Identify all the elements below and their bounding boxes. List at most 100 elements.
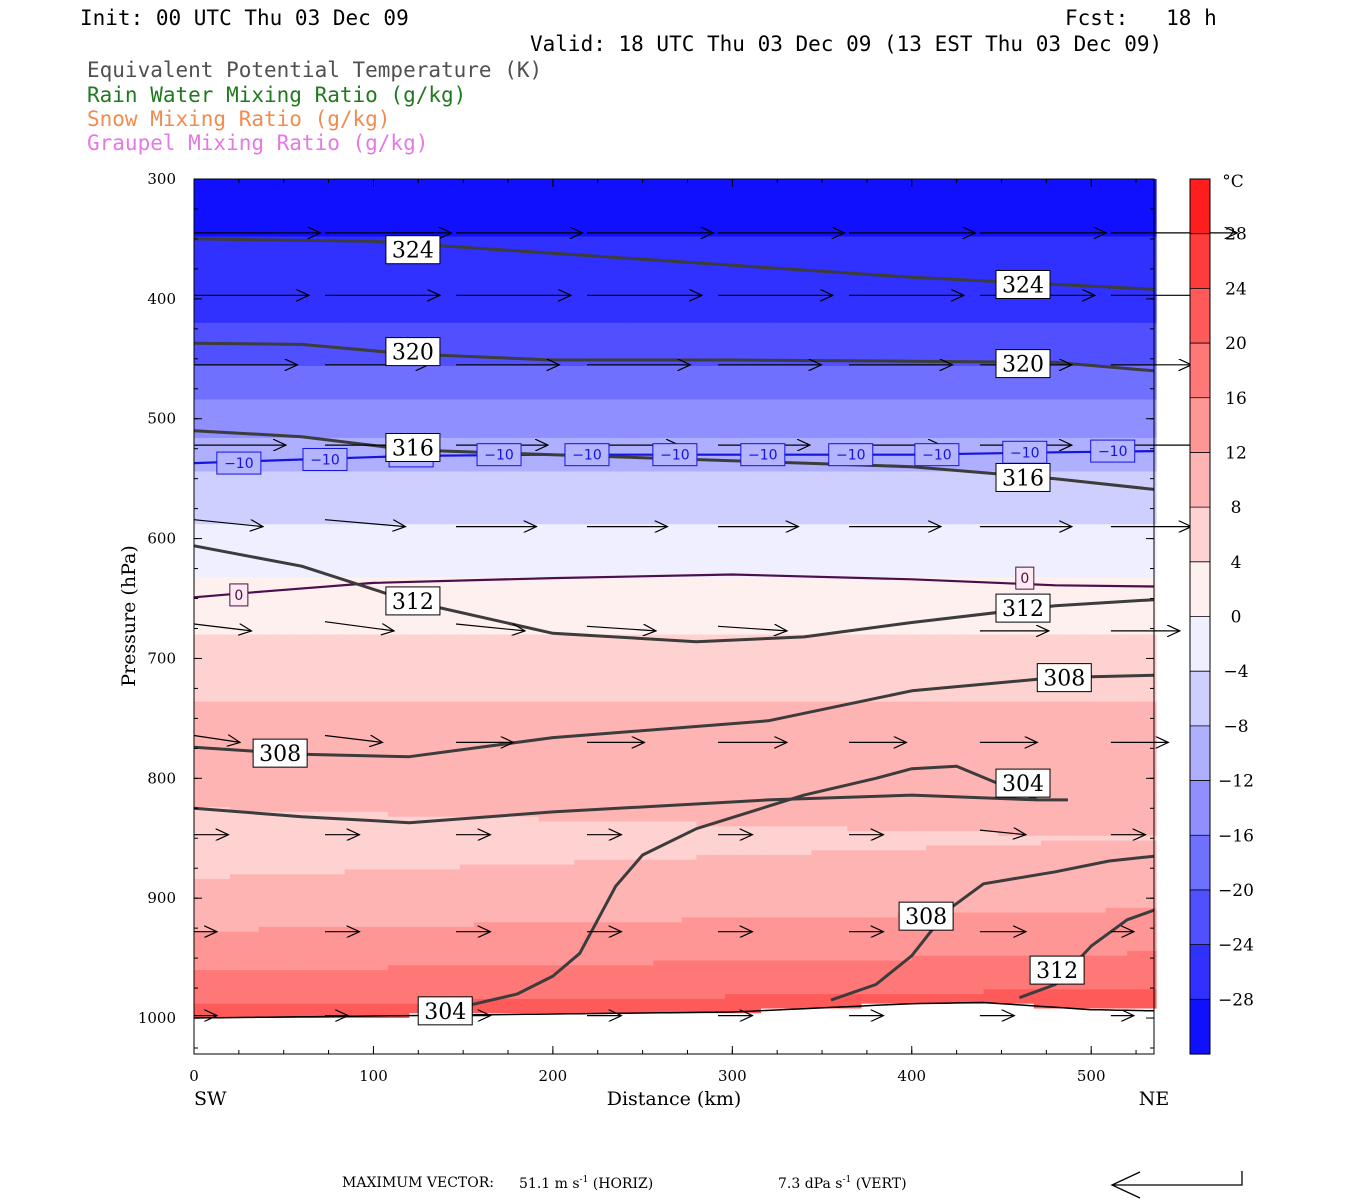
- shading-cell: [323, 611, 331, 617]
- shading-cell: [208, 409, 216, 415]
- shading-cell: [259, 932, 267, 938]
- shading-cell: [316, 884, 324, 890]
- shading-cell: [316, 577, 324, 583]
- shading-cell: [323, 198, 331, 204]
- shading-cell: [216, 385, 224, 391]
- shading-cell: [259, 975, 267, 981]
- shading-cell: [330, 625, 338, 631]
- shading-cell: [323, 802, 331, 808]
- shading-cell: [194, 889, 202, 895]
- shading-cell: [352, 414, 360, 420]
- shading-cell: [194, 989, 202, 995]
- shading-cell: [251, 577, 259, 583]
- shading-cell: [237, 376, 245, 382]
- shading-cell: [266, 275, 274, 281]
- shading-cell: [323, 289, 331, 295]
- shading-cell: [359, 424, 367, 430]
- shading-cell: [359, 500, 367, 506]
- shading-cell: [230, 989, 238, 995]
- shading-cell: [381, 730, 389, 736]
- shading-cell: [359, 692, 367, 698]
- shading-cell: [244, 702, 252, 708]
- shading-cell: [251, 793, 259, 799]
- shading-cell: [302, 404, 310, 410]
- shading-cell: [287, 213, 295, 219]
- shading-cell: [244, 1037, 252, 1043]
- shading-cell: [373, 424, 381, 430]
- shading-cell: [266, 687, 274, 693]
- shading-cell: [273, 802, 281, 808]
- shading-cell: [237, 539, 245, 545]
- shading-cell: [323, 980, 331, 986]
- shading-cell: [223, 822, 231, 828]
- shading-cell: [302, 337, 310, 343]
- shading-cell: [244, 318, 252, 324]
- shading-cell: [302, 985, 310, 991]
- shading-cell: [295, 975, 303, 981]
- shading-cell: [280, 414, 288, 420]
- shading-cell: [316, 726, 324, 732]
- shading-cell: [330, 476, 338, 482]
- shading-cell: [280, 213, 288, 219]
- shading-cell: [359, 505, 367, 511]
- shading-cell: [208, 567, 216, 573]
- shading-cell: [194, 611, 202, 617]
- shading-cell: [280, 860, 288, 866]
- shading-cell: [373, 376, 381, 382]
- shading-cell: [244, 213, 252, 219]
- shading-cell: [330, 256, 338, 262]
- shading-cell: [201, 419, 209, 425]
- shading-cell: [223, 980, 231, 986]
- shading-cell: [287, 937, 295, 943]
- shading-cell: [266, 352, 274, 358]
- shading-cell: [216, 759, 224, 765]
- shading-cell: [223, 251, 231, 257]
- shading-cell: [208, 500, 216, 506]
- shading-cell: [309, 975, 317, 981]
- shading-cell: [373, 289, 381, 295]
- shading-cell: [352, 759, 360, 765]
- shading-cell: [194, 850, 202, 856]
- shading-cell: [366, 879, 374, 885]
- shading-cell: [216, 644, 224, 650]
- shading-cell: [230, 730, 238, 736]
- shading-cell: [302, 798, 310, 804]
- shading-cell: [373, 769, 381, 775]
- shading-cell: [266, 932, 274, 938]
- shading-cell: [323, 304, 331, 310]
- shading-cell: [230, 491, 238, 497]
- shading-cell: [295, 596, 303, 602]
- shading-cell: [366, 529, 374, 535]
- shading-cell: [201, 994, 209, 1000]
- shading-cell: [280, 682, 288, 688]
- shading-cell: [359, 352, 367, 358]
- shading-cell: [287, 985, 295, 991]
- shading-cell: [352, 227, 360, 233]
- shading-cell: [366, 735, 374, 741]
- shading-cell: [359, 985, 367, 991]
- shading-cell: [194, 798, 202, 804]
- shading-cell: [280, 452, 288, 458]
- shading-cell: [266, 563, 274, 569]
- shading-cell: [201, 486, 209, 492]
- shading-cell: [381, 898, 389, 904]
- shading-cell: [266, 980, 274, 986]
- shading-cell: [338, 798, 346, 804]
- shading-cell: [266, 347, 274, 353]
- shading-cell: [338, 985, 346, 991]
- shading-cell: [201, 802, 209, 808]
- shading-cell: [230, 361, 238, 367]
- shading-cell: [280, 778, 288, 784]
- shading-cell: [302, 1018, 310, 1024]
- shading-cell: [330, 635, 338, 641]
- shading-cell: [273, 678, 281, 684]
- shading-cell: [216, 836, 224, 842]
- shading-cell: [208, 630, 216, 636]
- shading-cell: [216, 908, 224, 914]
- shading-cell: [287, 203, 295, 209]
- shading-cell: [373, 213, 381, 219]
- shading-cell: [280, 323, 288, 329]
- shading-cell: [352, 198, 360, 204]
- shading-cell: [359, 476, 367, 482]
- shading-cell: [230, 1037, 238, 1043]
